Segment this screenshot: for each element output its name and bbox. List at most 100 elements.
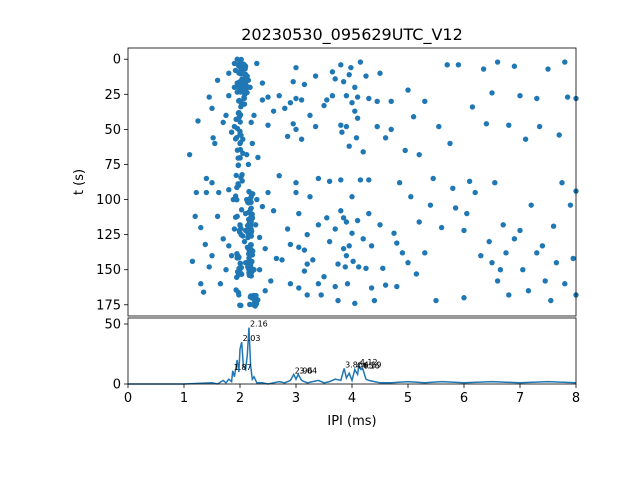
- scatter-point: [357, 177, 364, 183]
- scatter-point: [212, 140, 218, 147]
- scatter-point: [321, 274, 327, 280]
- scatter-point: [307, 194, 313, 200]
- scatter-point: [210, 135, 216, 141]
- top-y-tick-label: 75: [104, 158, 121, 173]
- scatter-point: [248, 228, 255, 234]
- scatter-point: [259, 97, 266, 103]
- scatter-point: [343, 252, 350, 259]
- scatter-point: [217, 281, 224, 287]
- scatter-point: [236, 292, 242, 298]
- scatter-point: [237, 260, 243, 266]
- scatter-point: [366, 210, 372, 217]
- scatter-point: [335, 261, 341, 267]
- scatter-point: [249, 252, 256, 258]
- scatter-point: [293, 95, 299, 102]
- scatter-point: [553, 259, 560, 266]
- scatter-point: [450, 185, 456, 192]
- bottom-y-tick-label: 50: [104, 318, 121, 333]
- scatter-point: [216, 189, 222, 196]
- top-axes-frame: [127, 47, 577, 317]
- scatter-point: [368, 285, 375, 291]
- scatter-point: [234, 197, 240, 203]
- scatter-point: [256, 267, 263, 273]
- scatter-point: [340, 245, 347, 252]
- top-y-tick-label: 25: [104, 88, 121, 103]
- scatter-point: [332, 76, 338, 82]
- scatter-point: [273, 255, 280, 262]
- peak-label: 3.04: [299, 366, 317, 375]
- scatter-point: [326, 178, 333, 184]
- scatter-point: [343, 93, 350, 99]
- scatter-point: [223, 112, 229, 119]
- scatter-point: [350, 258, 356, 264]
- scatter-point: [497, 267, 504, 273]
- scatter-point: [536, 123, 543, 130]
- scatter-point: [346, 243, 352, 249]
- scatter-point: [318, 292, 324, 298]
- scatter-point: [489, 90, 495, 96]
- top-y-ticks: 0 25 50 75 100 125 150 175: [96, 53, 128, 313]
- scatter-point: [349, 230, 355, 236]
- scatter-point: [430, 175, 436, 182]
- scatter-point: [237, 119, 243, 125]
- scatter-point: [270, 208, 277, 214]
- scatter-point: [220, 236, 226, 242]
- scatter-point: [293, 189, 299, 196]
- scatter-point: [296, 210, 302, 217]
- scatter-point: [438, 224, 445, 231]
- scatter-point: [244, 83, 250, 90]
- bottom-x-tick-label: 8: [572, 391, 580, 406]
- scatter-point: [368, 243, 375, 249]
- scatter-point: [494, 278, 501, 284]
- scatter-point: [234, 147, 241, 153]
- scatter-point: [480, 66, 487, 72]
- ipi-histogram: [128, 327, 577, 385]
- scatter-point: [556, 132, 562, 138]
- scatter-point: [265, 94, 271, 100]
- scatter-point: [203, 175, 210, 182]
- scatter-point: [296, 285, 302, 291]
- peak-label: 2.03: [243, 334, 261, 343]
- scatter-point: [290, 121, 296, 127]
- scatter-point: [402, 147, 408, 154]
- scatter-point: [326, 238, 333, 245]
- scatter-point: [231, 226, 238, 232]
- scatter-point: [282, 105, 288, 112]
- scatter-point: [236, 62, 243, 69]
- scatter-point: [239, 178, 245, 184]
- scatter-point: [231, 84, 238, 90]
- scatter-point: [511, 236, 518, 242]
- scatter-point: [394, 283, 400, 290]
- bottom-x-tick-label: 2: [236, 391, 244, 406]
- scatter-point: [304, 292, 310, 298]
- scatter-point: [363, 265, 369, 271]
- scatter-point: [265, 122, 271, 128]
- scatter-point: [391, 230, 397, 236]
- scatter-point: [455, 62, 462, 68]
- scatter-point: [356, 264, 362, 270]
- scatter-point: [542, 278, 548, 284]
- scatter-point: [534, 250, 540, 256]
- scatter-point: [371, 297, 378, 304]
- scatter-point: [436, 123, 442, 130]
- scatter-point: [259, 203, 266, 210]
- top-y-tick-label: 0: [113, 53, 121, 68]
- scatter-point: [251, 112, 257, 119]
- scatter-point: [534, 95, 540, 102]
- scatter-point: [233, 287, 239, 293]
- scatter-point: [410, 114, 417, 120]
- scatter-point: [287, 281, 294, 287]
- peak-label: 1.87: [234, 363, 252, 372]
- peak-label: 3.86: [345, 360, 363, 369]
- scatter-point: [249, 140, 256, 147]
- scatter-point: [567, 202, 574, 208]
- scatter-point: [452, 205, 459, 211]
- scatter-point: [366, 95, 372, 102]
- scatter-point: [472, 189, 478, 196]
- scatter-point: [248, 205, 254, 211]
- peak-label: 4.16: [362, 362, 380, 371]
- scatter-point: [268, 278, 274, 284]
- scatter-point: [315, 175, 322, 182]
- scatter-point: [245, 198, 252, 205]
- scatter-point: [254, 60, 260, 67]
